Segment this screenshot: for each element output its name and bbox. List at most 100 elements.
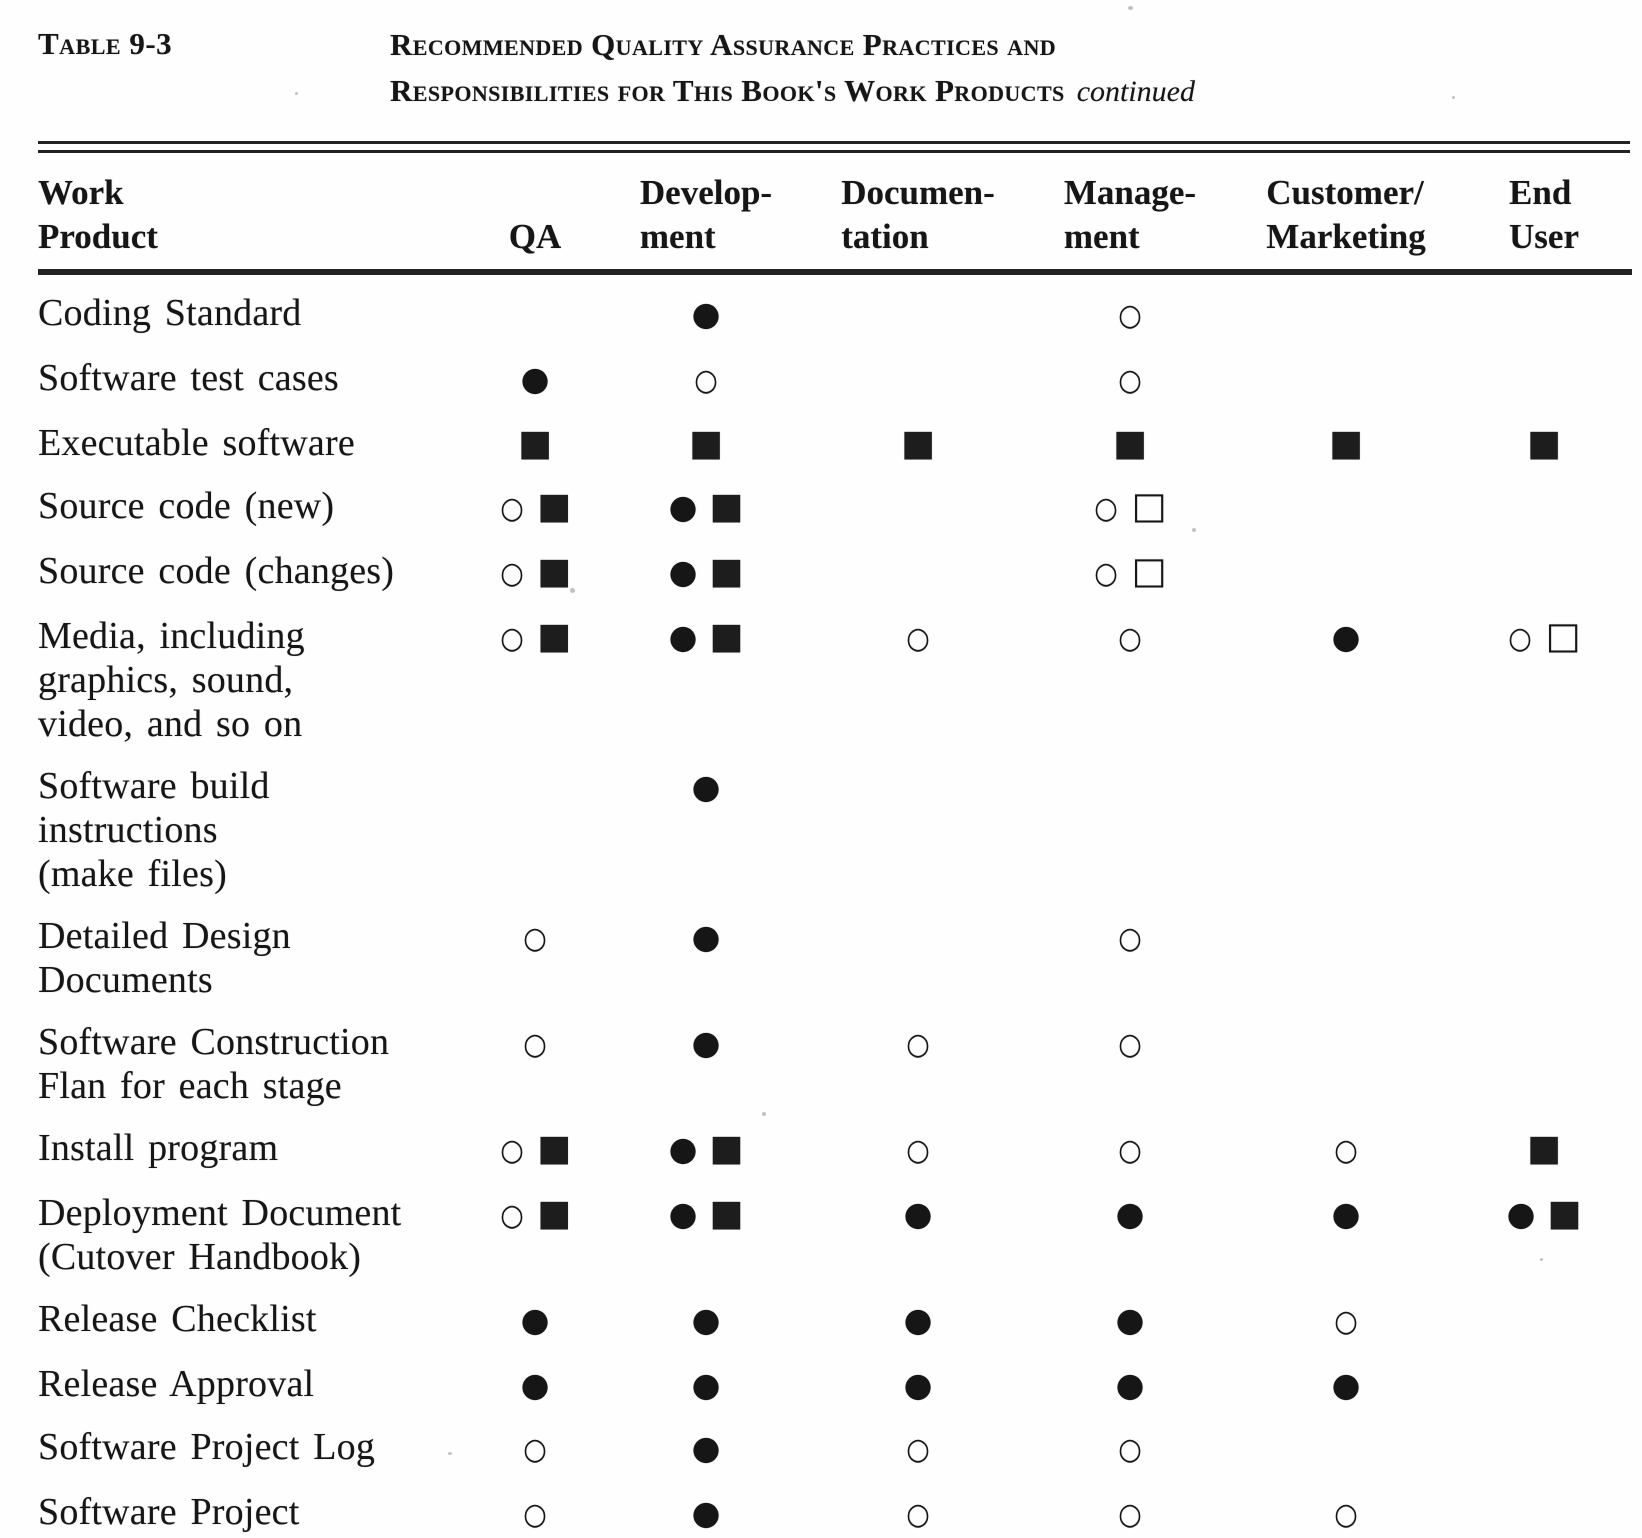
filled-square-icon: ■ [709, 486, 744, 527]
qa-cell: ○ [470, 1416, 600, 1481]
work-product-line: Release Approval [38, 1363, 315, 1405]
work-product-line: Deployment Document [38, 1192, 402, 1234]
open-circle-icon: ○ [523, 1432, 547, 1467]
open-circle-icon: ○ [1118, 1027, 1142, 1062]
column-header-text: Documen-tation [841, 173, 995, 256]
open-circle-icon: ○ [1118, 1497, 1142, 1532]
table-title-line2: Responsibilities for This Book's Work Pr… [390, 68, 1195, 115]
filled-square-icon: ■ [709, 1193, 744, 1234]
open-circle-icon: ○ [523, 921, 547, 956]
filled-square-icon: ■ [900, 423, 935, 464]
column-header-text: Manage-ment [1063, 173, 1197, 256]
work-product-cell: Source code (new) [38, 475, 470, 540]
filled-square-icon: ■ [537, 616, 572, 657]
table-body: Coding Standard ● ○ Software test cases ● ○ ○ E… [38, 272, 1632, 1538]
open-circle-icon: ○ [906, 1432, 930, 1467]
top-rule-upper [38, 141, 1630, 144]
work-product-line: Source code (new) [38, 485, 335, 527]
customer_marketing-cell: ○ [1236, 1288, 1456, 1353]
table-row: Software Project Log ○ ● ○ ○ [38, 1416, 1632, 1481]
work-product-line: (make files) [38, 853, 227, 895]
customer_marketing-cell [1236, 1416, 1456, 1481]
filled-square-icon: ■ [517, 423, 552, 464]
filled-circle-icon: ● [1115, 1194, 1145, 1233]
scan-speck [762, 1112, 766, 1116]
table-row: Source code (changes) ○ ■ ● ■ ○ □ [38, 540, 1632, 605]
open-circle-icon: ○ [500, 621, 524, 656]
work-product-line: video, and so on [38, 703, 303, 745]
open-circle-icon: ○ [500, 1133, 524, 1168]
filled-square-icon: ■ [709, 1128, 744, 1169]
open-circle-icon: ○ [523, 1497, 547, 1532]
work-product-line: (Cutover Handbook) [38, 1236, 362, 1278]
work-product-cell: Software Project Log [38, 1416, 470, 1481]
open-square-icon: □ [1131, 549, 1167, 592]
filled-circle-icon: ● [903, 1194, 933, 1233]
qa-cell [470, 755, 600, 905]
development-cell: ● ■ [600, 605, 812, 755]
end_user-cell [1456, 755, 1632, 905]
scan-speck [448, 1452, 452, 1455]
table-row: Coding Standard ● ○ [38, 272, 1632, 347]
filled-circle-icon: ● [520, 1300, 550, 1339]
table-row: Deployment Document (Cutover Handbook) ○ ■ ●… [38, 1182, 1632, 1288]
documentation-cell [812, 540, 1024, 605]
qa-cell: ● [470, 1353, 600, 1416]
management-cell: ○ □ [1024, 475, 1236, 540]
column-header-text: Customer/Marketing [1266, 173, 1426, 256]
documentation-cell: ○ [812, 1416, 1024, 1481]
management-cell: ■ [1024, 412, 1236, 475]
documentation-cell [812, 755, 1024, 905]
management-cell: ● [1024, 1288, 1236, 1353]
filled-square-icon: ■ [537, 551, 572, 592]
filled-square-icon: ■ [688, 423, 723, 464]
filled-circle-icon: ● [1506, 1194, 1536, 1233]
filled-square-icon: ■ [1112, 423, 1147, 464]
customer_marketing-cell: ■ [1236, 412, 1456, 475]
table-row: Source code (new) ○ ■ ● ■ ○ □ [38, 475, 1632, 540]
column-header-customer_marketing: Customer/Marketing [1236, 155, 1456, 275]
documentation-cell [812, 905, 1024, 1011]
filled-circle-icon: ● [691, 1493, 721, 1532]
column-header-documentation: Documen-tation [812, 155, 1024, 275]
filled-square-icon: ■ [1526, 423, 1561, 464]
management-cell: ○ [1024, 1416, 1236, 1481]
work-product-cell: Software build instructions (make files) [38, 755, 470, 905]
work-product-line: Coding Standard [38, 292, 302, 334]
development-cell: ● [600, 1481, 812, 1538]
table-row: Executable software ■ ■ ■ ■ ■ ■ [38, 412, 1632, 475]
end_user-cell: ■ [1456, 412, 1632, 475]
qa-cell: ○ ■ [470, 1182, 600, 1288]
column-header-development: Develop-ment [600, 155, 812, 275]
scan-speck [1452, 96, 1455, 99]
qa-cell: ○ [470, 905, 600, 1011]
work-product-cell: Coding Standard [38, 272, 470, 347]
top-rule-lower [38, 150, 1630, 153]
management-cell: ○ □ [1024, 540, 1236, 605]
customer_marketing-cell [1236, 475, 1456, 540]
filled-circle-icon: ● [1331, 1365, 1361, 1404]
development-cell: ● [600, 1288, 812, 1353]
open-circle-icon: ○ [1118, 1432, 1142, 1467]
work-product-cell: Install program [38, 1117, 470, 1182]
documentation-cell: ○ [812, 1117, 1024, 1182]
work-product-cell: Source code (changes) [38, 540, 470, 605]
work-product-cell: Software Construction Flan for each stage [38, 1011, 470, 1117]
customer_marketing-cell [1236, 905, 1456, 1011]
customer_marketing-cell: ○ [1236, 1117, 1456, 1182]
filled-circle-icon: ● [1331, 1194, 1361, 1233]
work-product-line: Install program [38, 1127, 279, 1169]
filled-square-icon: ■ [1526, 1128, 1561, 1169]
end_user-cell: ○ □ [1456, 605, 1632, 755]
development-cell: ● [600, 1353, 812, 1416]
table-row: Software Construction Flan for each stage… [38, 1011, 1632, 1117]
customer_marketing-cell: ● [1236, 605, 1456, 755]
scan-speck [1192, 528, 1196, 532]
filled-square-icon: ■ [1328, 423, 1363, 464]
documentation-cell: ○ [812, 1011, 1024, 1117]
customer_marketing-cell [1236, 755, 1456, 905]
customer_marketing-cell [1236, 272, 1456, 347]
qa-responsibilities-table: Work Product QA Develop-ment Documen-tation M… [38, 155, 1632, 1538]
work-product-cell: Executable software [38, 412, 470, 475]
management-cell: ○ [1024, 605, 1236, 755]
